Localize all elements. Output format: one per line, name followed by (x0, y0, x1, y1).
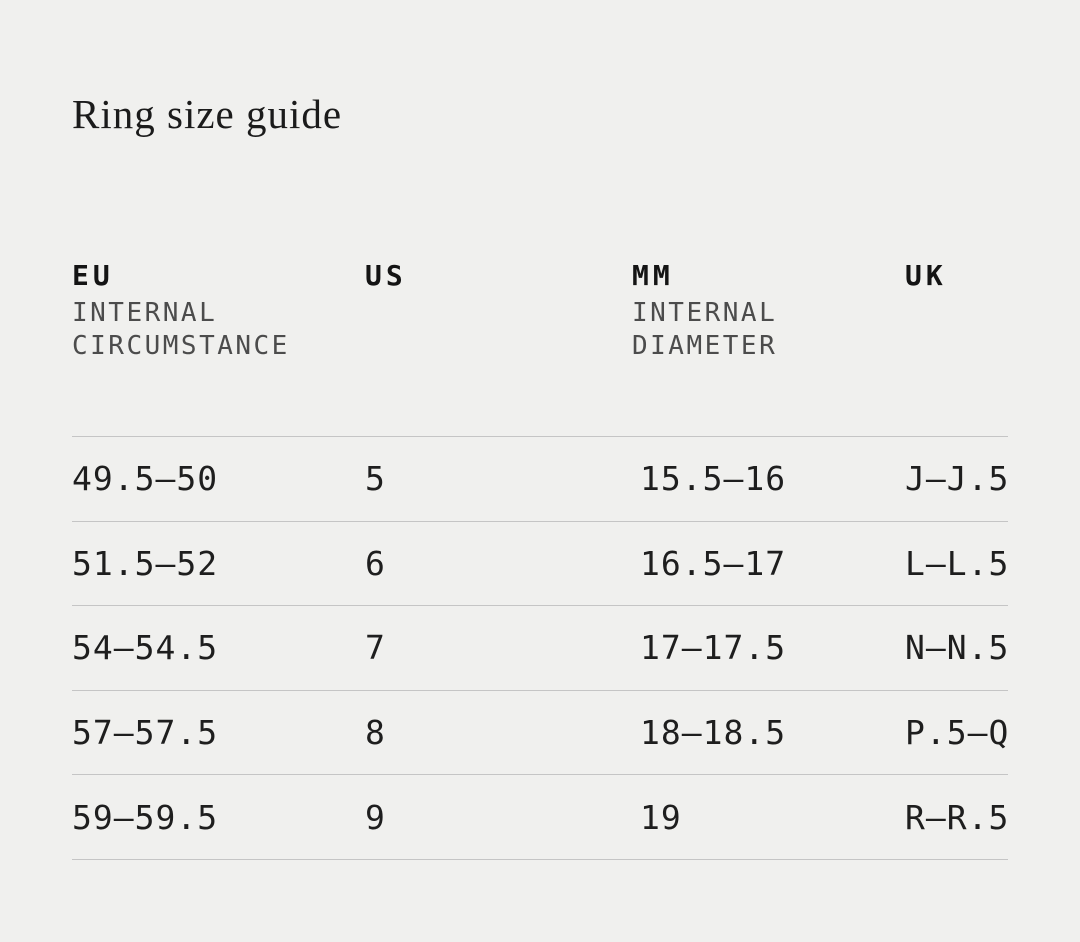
cell-uk: R—R.5 (905, 797, 1010, 837)
page-title: Ring size guide (72, 91, 343, 138)
cell-uk: L—L.5 (905, 543, 1010, 583)
column-subline: INTERNAL (632, 298, 778, 328)
cell-us: 9 (365, 797, 386, 837)
table-row: 54—54.5 7 17—17.5 N—N.5 (72, 605, 1008, 690)
column-label-eu: EU (72, 259, 114, 292)
cell-us: 5 (365, 459, 386, 499)
cell-eu: 54—54.5 (72, 628, 219, 668)
column-label-us: US (365, 259, 407, 292)
column-header-mm: MM INTERNAL DIAMETER (632, 259, 905, 363)
cell-us: 8 (365, 713, 386, 753)
size-table-header: EU INTERNAL CIRCUMSTANCE US MM INTERNAL … (72, 259, 1008, 363)
column-sublabel-mm: INTERNAL DIAMETER (632, 297, 905, 363)
column-subline: CIRCUMSTANCE (72, 331, 290, 361)
cell-mm: 17—17.5 (640, 628, 787, 668)
cell-eu: 49.5—50 (72, 459, 219, 499)
cell-uk: J—J.5 (905, 459, 1010, 499)
column-subline: INTERNAL (72, 298, 218, 328)
column-header-us: US (365, 259, 632, 363)
column-header-eu: EU INTERNAL CIRCUMSTANCE (72, 259, 365, 363)
table-row: 57—57.5 8 18—18.5 P.5—Q (72, 689, 1010, 775)
cell-us: 6 (365, 543, 386, 583)
size-table-body: 49.5—50 5 15.5—16 J—J.5 51.5—52 6 16.5—1… (72, 436, 1008, 860)
cell-us: 7 (365, 628, 386, 668)
column-header-uk: UK (905, 259, 1008, 363)
cell-eu: 57—57.5 (72, 713, 219, 753)
table-row: 59—59.5 9 19 R—R.5 (72, 774, 1008, 859)
table-row: 51.5—52 6 16.5—17 L—L.5 (72, 520, 1010, 606)
cell-uk: N—N.5 (905, 628, 1010, 668)
cell-mm: 16.5—17 (640, 543, 787, 583)
cell-mm: 15.5—16 (640, 459, 787, 499)
cell-uk: P.5—Q (905, 713, 1010, 753)
cell-eu: 51.5—52 (72, 543, 219, 583)
column-label-mm: MM (632, 259, 674, 292)
cell-eu: 59—59.5 (72, 797, 219, 837)
cell-mm: 18—18.5 (640, 713, 787, 753)
column-sublabel-eu: INTERNAL CIRCUMSTANCE (72, 297, 365, 363)
column-subline: DIAMETER (632, 331, 778, 361)
cell-mm: 19 (640, 797, 682, 837)
table-row: 49.5—50 5 15.5—16 J—J.5 (72, 436, 1008, 521)
column-label-uk: UK (905, 259, 947, 292)
